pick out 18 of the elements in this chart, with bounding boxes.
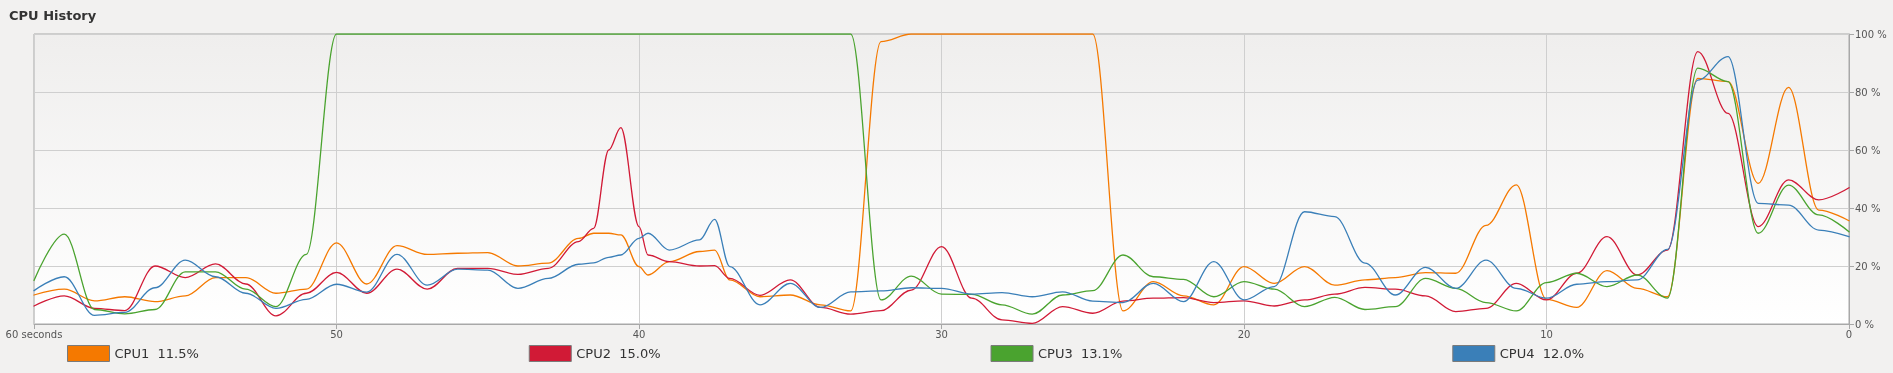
x-tick-label: 50 bbox=[330, 328, 343, 340]
chart-title: CPU History bbox=[9, 8, 97, 23]
x-tick-label: 60 seconds bbox=[5, 328, 63, 340]
legend-label: CPU1 11.5% bbox=[114, 346, 199, 361]
x-tick-label: 30 bbox=[935, 328, 948, 340]
x-tick-label: 20 bbox=[1237, 328, 1251, 340]
y-tick-label: 80 % bbox=[1855, 86, 1881, 98]
x-tick-label: 10 bbox=[1540, 328, 1553, 340]
y-tick-label: 20 % bbox=[1855, 260, 1881, 272]
legend-label: CPU2 15.0% bbox=[576, 346, 661, 361]
y-tick-label: 40 % bbox=[1855, 202, 1881, 214]
y-tick-label: 100 % bbox=[1855, 28, 1887, 40]
y-tick-label: 0 % bbox=[1855, 318, 1875, 330]
x-tick-label: 40 bbox=[632, 328, 646, 340]
x-tick-label: 0 bbox=[1845, 328, 1853, 340]
legend-label: CPU3 13.1% bbox=[1038, 346, 1123, 361]
legend-label: CPU4 12.0% bbox=[1499, 346, 1585, 361]
y-tick-label: 60 % bbox=[1855, 144, 1881, 156]
